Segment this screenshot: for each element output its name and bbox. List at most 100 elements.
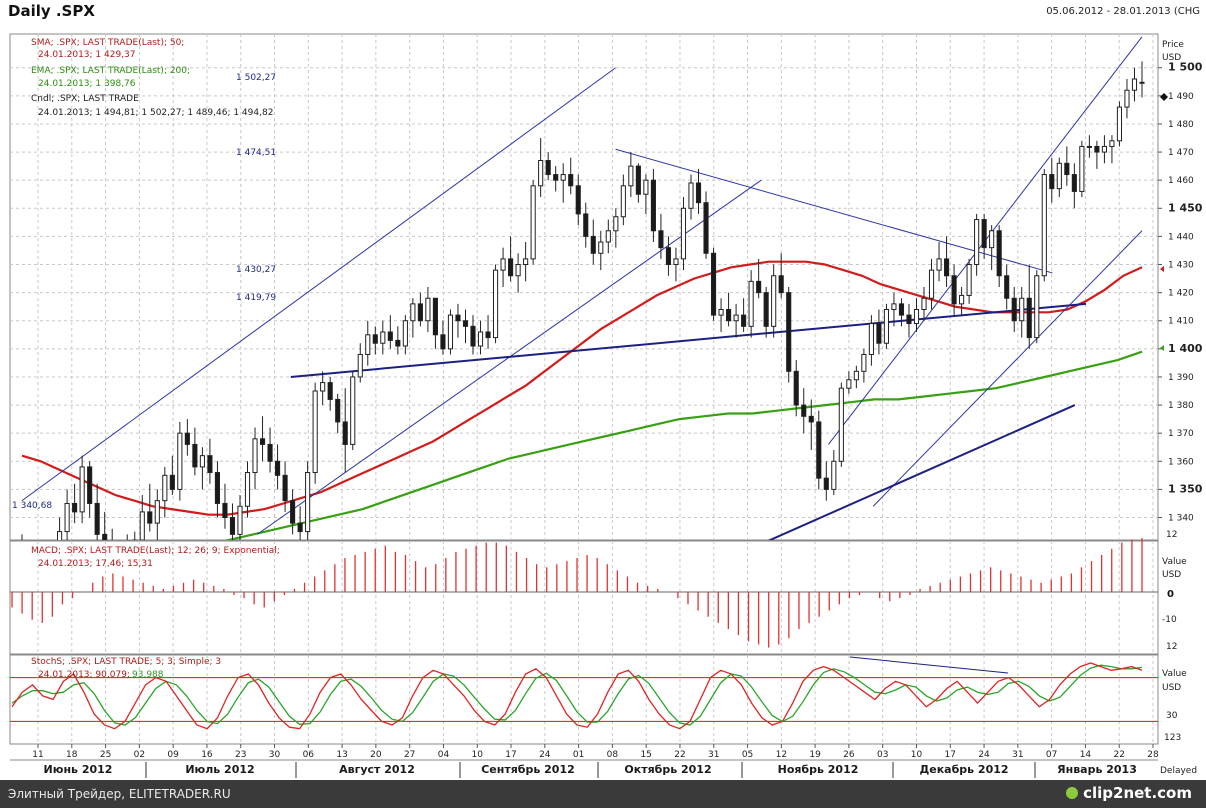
footer-bar: Элитный Трейдер, ELITETRADER.RU clip2net… [0, 780, 1206, 808]
day-tick-label: 23 [235, 750, 246, 760]
candle-body [838, 387, 844, 462]
candle-body [635, 165, 641, 195]
candle-body [1079, 145, 1085, 192]
candle-body [665, 247, 672, 266]
brand-text: clip2net.com [1083, 784, 1192, 802]
day-tick-label: 25 [100, 750, 111, 760]
candle-body [184, 432, 190, 445]
day-tick-label: 22 [1113, 750, 1124, 760]
candle-body [1026, 297, 1032, 339]
candle-body [913, 308, 920, 325]
day-tick-label: 10 [472, 750, 484, 760]
candle-body [147, 511, 153, 524]
candle-body [643, 179, 649, 195]
candle-body [207, 455, 213, 474]
candle-body [177, 432, 183, 490]
trend-line-0 [21, 67, 616, 502]
stock-chart[interactable]: SMA; .SPX; LAST TRADE(Last); 50; 24.01.2… [0, 0, 1206, 780]
legend-stoch: StochS; .SPX; LAST TRADE; 5; 3; Simple; … [31, 657, 221, 680]
day-tick-label: 07 [1046, 750, 1057, 760]
right-axis: Price USD 1 340 1 350 1 360 1 370 1 380 1 390… [1158, 40, 1203, 776]
ema-200-polyline [224, 350, 1143, 540]
candle-body [1019, 297, 1025, 322]
price-label-5: 1 340,68 [12, 501, 52, 511]
candle-body [57, 531, 63, 540]
candle-body [275, 460, 281, 476]
candle-body [477, 331, 484, 347]
price-tick-label: 1 390 [1168, 373, 1194, 383]
day-tick-label: 31 [1012, 750, 1023, 760]
month-label: Июнь 2012 [44, 763, 113, 776]
price-axis-title: Price [1162, 40, 1184, 50]
day-tick-label: 15 [640, 750, 651, 760]
candle-body [756, 280, 762, 294]
candle-body [290, 500, 296, 524]
candle-body [568, 174, 574, 187]
candle-body [508, 258, 514, 277]
candle-body [1094, 145, 1100, 153]
candle-body [974, 219, 980, 266]
candle-body [244, 472, 251, 507]
candle-body [20, 562, 24, 590]
clip2net-logo: clip2net.com [1066, 784, 1192, 802]
candle-body [710, 252, 717, 316]
price-tick-label: 1 350 [1168, 482, 1203, 495]
sma-50-line [21, 260, 1143, 516]
candle-body [395, 339, 401, 347]
candle-body [966, 264, 972, 296]
candle-body [372, 334, 378, 344]
price-axis-unit: USD [1162, 53, 1181, 63]
price-scale: 12 [1166, 530, 1177, 540]
candle-body [1071, 174, 1077, 192]
candle-body [259, 438, 266, 445]
price-tick-label: 1 470 [1168, 148, 1194, 158]
candle-body [1131, 78, 1138, 91]
panel-border-0 [9, 33, 1159, 541]
legend-cndl: Cndl; .SPX; LAST TRADE 24.01.2013; 1 494… [31, 94, 273, 118]
candle-body [981, 219, 987, 249]
month-label: Сентябрь 2012 [481, 763, 575, 776]
candle-body [786, 292, 792, 372]
candle-body [470, 325, 476, 347]
trend-line-5 [290, 302, 1087, 378]
stoch-tick-30: 30 [1166, 711, 1178, 721]
day-tick-label: 02 [134, 750, 145, 760]
candle-body [1011, 297, 1017, 322]
candle-body [169, 474, 175, 490]
candle-body [139, 511, 145, 540]
candle-body [733, 314, 739, 322]
candle-body [1064, 162, 1070, 176]
candle-body [748, 280, 754, 327]
candle-body [688, 182, 694, 209]
price-tick-label: 1 370 [1168, 429, 1194, 439]
macd-scale: 12 [1166, 642, 1177, 652]
stoch-axis-title: Value [1162, 669, 1187, 679]
candle-body [741, 314, 747, 327]
price-tick-label: 1 490 [1168, 92, 1194, 102]
candle-body [538, 160, 544, 187]
day-tick-label: 19 [809, 750, 821, 760]
candle-body [455, 314, 461, 322]
legend-macd: MACD; .SPX; LAST TRADE(Last); 12; 26; 9;… [31, 546, 280, 569]
candle-body [868, 323, 874, 355]
chart-grid [9, 33, 1159, 745]
candle-body [1056, 162, 1062, 190]
candle-body [27, 551, 31, 590]
delayed-label: Delayed [1160, 766, 1197, 776]
candle-body [440, 334, 446, 350]
candle-body [312, 390, 318, 474]
candle-body [350, 376, 356, 445]
day-tick-label: 18 [66, 750, 78, 760]
candle-body [162, 474, 168, 502]
candle-body [222, 502, 228, 519]
candle-body [936, 258, 942, 271]
candle-body [718, 308, 724, 316]
chart-title: Daily .SPX [8, 2, 95, 20]
price-tick-label: 1 500 [1168, 61, 1203, 74]
stoch-axis-unit: USD [1162, 683, 1181, 693]
candle-body [876, 323, 882, 344]
price-tick-label: 1 430 [1168, 261, 1194, 271]
candle-body [575, 185, 581, 215]
candle-body [447, 314, 454, 350]
candle-body [620, 185, 626, 218]
